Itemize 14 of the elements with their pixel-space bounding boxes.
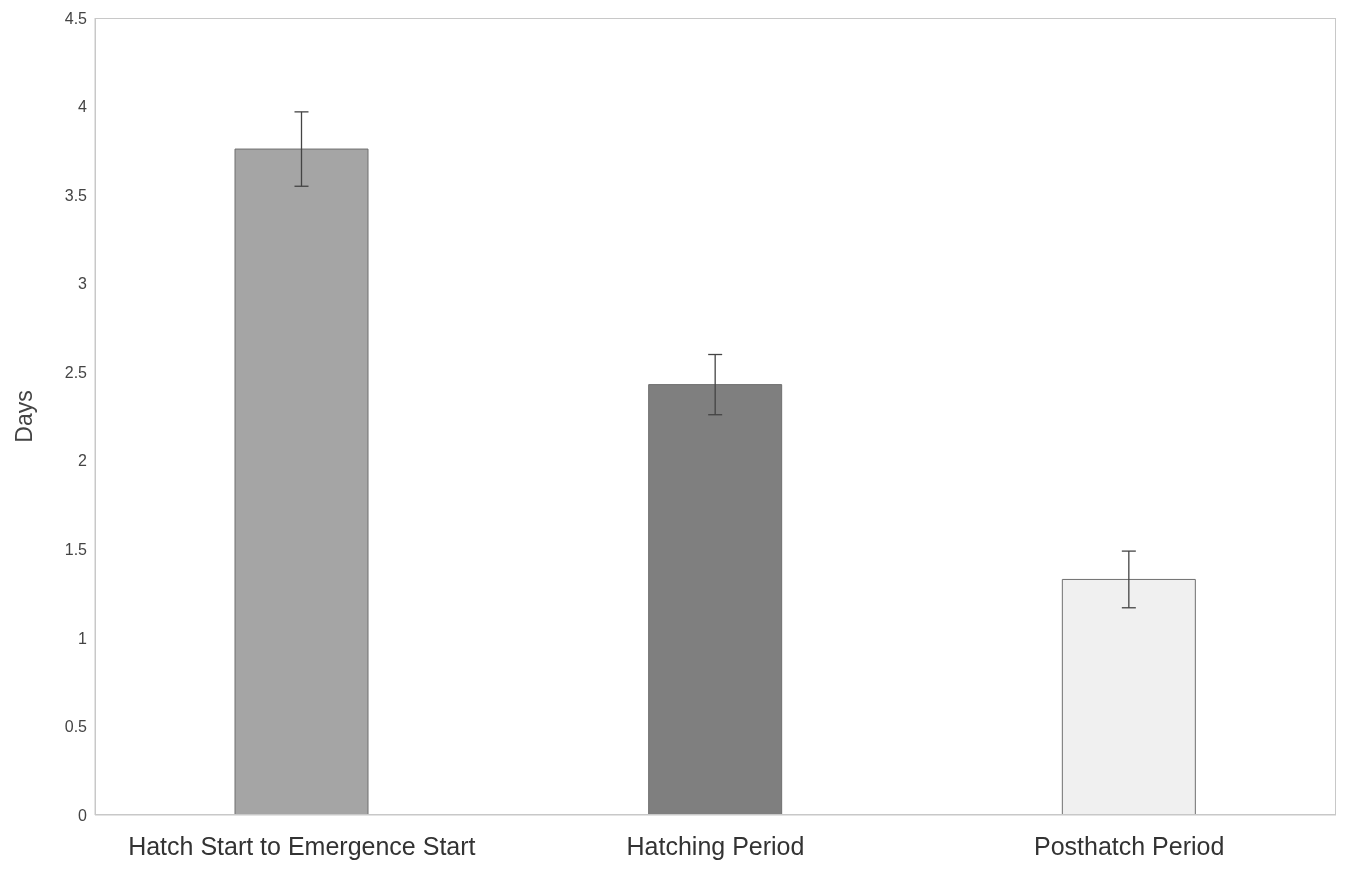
x-tick-label: Hatch Start to Emergence Start (128, 831, 476, 860)
y-tick-label: 0 (78, 806, 88, 824)
y-tick-label: 1 (78, 629, 88, 647)
y-tick-label: 2 (78, 452, 88, 470)
y-tick-label: 4 (78, 98, 88, 116)
y-tick-label: 0.5 (64, 718, 88, 736)
y-axis-title: Days (11, 390, 38, 443)
y-tick-label: 3.5 (64, 186, 88, 204)
y-tick-label: 4.5 (64, 9, 88, 27)
x-tick-label: Hatching Period (626, 831, 805, 860)
y-tick-label: 3 (78, 275, 88, 293)
y-tick-label: 1.5 (64, 541, 88, 559)
y-tick-label: 2.5 (64, 363, 88, 381)
x-tick-label: Posthatch Period (1033, 831, 1225, 860)
